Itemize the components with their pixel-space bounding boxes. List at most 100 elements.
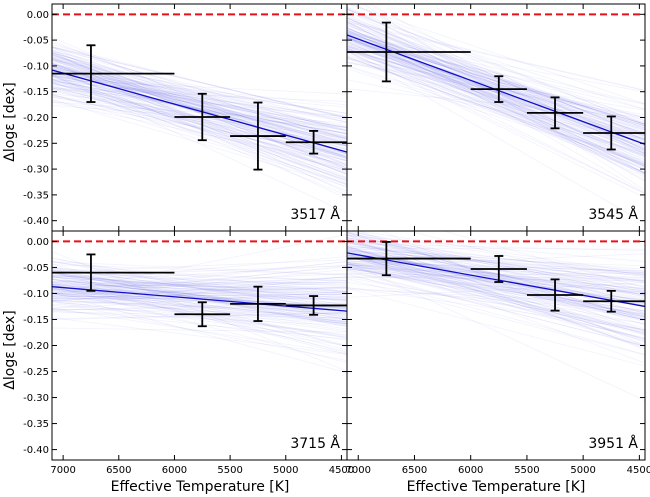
mc-fit-line — [52, 295, 347, 305]
mc-fit-line — [347, 31, 645, 139]
mc-fit-line — [347, 35, 645, 147]
mc-fit-line — [347, 287, 645, 331]
mc-fit-line — [52, 282, 347, 287]
mc-fit-line — [52, 81, 347, 185]
mc-fit-line — [52, 64, 347, 141]
mc-fit-line — [347, 50, 645, 126]
mc-fit-line — [52, 78, 347, 169]
mc-fit-line — [52, 284, 347, 289]
mc-fit-line — [347, 232, 645, 296]
data-point-4 — [285, 130, 347, 155]
mc-fit-line — [52, 327, 347, 333]
mc-fit-line — [347, 260, 645, 272]
best-fit-line — [52, 286, 347, 312]
data-point-2 — [470, 255, 527, 283]
mc-fit-line — [347, 245, 645, 272]
mc-fit-line — [347, 50, 645, 152]
mc-fit-line — [347, 46, 645, 127]
mc-fit-line — [52, 50, 347, 123]
mc-fit-line — [347, 36, 645, 158]
mc-fit-line — [347, 36, 645, 160]
mc-fit-line — [347, 8, 645, 122]
mc-fit-line — [52, 67, 347, 114]
mc-fit-line — [347, 252, 645, 300]
mc-fit-line — [347, 38, 645, 171]
mc-fit-lines — [52, 234, 347, 374]
mc-fit-line — [52, 63, 347, 146]
mc-fit-line — [52, 275, 347, 291]
mc-fit-line — [52, 63, 347, 175]
mc-fit-line — [52, 301, 347, 311]
mc-fit-line — [347, 264, 645, 340]
mc-fit-line — [52, 56, 347, 169]
mc-fit-line — [347, 253, 645, 267]
mc-fit-line — [52, 274, 347, 299]
mc-fit-line — [52, 52, 347, 139]
mc-fit-line — [347, 48, 645, 141]
mc-fit-line — [347, 242, 645, 282]
mc-fit-line — [347, 46, 645, 121]
data-point-1 — [347, 241, 471, 277]
mc-fit-line — [347, 56, 645, 165]
y-tick-label: -0.15 — [23, 87, 49, 98]
x-tick-label: 7000 — [346, 465, 371, 476]
mc-fit-line — [52, 292, 347, 324]
mc-fit-line — [347, 22, 645, 92]
mc-fit-line — [52, 269, 347, 293]
mc-fit-line — [347, 276, 645, 282]
mc-fit-line — [347, 263, 645, 318]
mc-fit-line — [347, 45, 645, 174]
mc-fit-line — [347, 247, 645, 321]
mc-fit-line — [52, 66, 347, 140]
mc-fit-line — [347, 243, 645, 251]
y-tick-label: 0.00 — [27, 10, 49, 21]
mc-fit-line — [347, 263, 645, 331]
mc-fit-line — [52, 258, 347, 306]
mc-fit-line — [347, 6, 645, 155]
mc-fit-line — [52, 58, 347, 200]
mc-fit-line — [52, 309, 347, 340]
mc-fit-line — [52, 251, 347, 372]
mc-fit-line — [347, 258, 645, 290]
mc-fit-line — [347, 34, 645, 152]
mc-fit-line — [52, 69, 347, 188]
best-fit-line — [347, 252, 645, 308]
x-tick-label: 6500 — [402, 465, 427, 476]
mc-fit-line — [52, 47, 347, 155]
y-tick-label: -0.20 — [23, 341, 49, 352]
mc-fit-line — [52, 282, 347, 296]
mc-fit-line — [52, 312, 347, 320]
x-tick-label: 6500 — [106, 465, 131, 476]
data-point-4 — [583, 115, 645, 151]
mc-fit-line — [52, 46, 347, 133]
mc-fit-line — [52, 76, 347, 142]
mc-fit-line — [347, 232, 645, 320]
mc-fit-line — [52, 91, 347, 147]
mc-fit-line — [52, 70, 347, 179]
mc-fit-line — [347, 20, 645, 91]
mc-fit-line — [52, 265, 347, 278]
data-point-3 — [526, 278, 584, 312]
mc-fit-line — [52, 87, 347, 170]
mc-fit-line — [347, 40, 645, 167]
mc-fit-line — [52, 300, 347, 312]
mc-fit-line — [52, 311, 347, 326]
mc-fit-line — [347, 245, 645, 282]
data-point-4 — [583, 289, 645, 313]
mc-fit-line — [347, 7, 645, 175]
data-point-4 — [285, 295, 347, 316]
plot-area — [52, 234, 347, 374]
mc-fit-line — [347, 268, 645, 294]
mc-fit-line — [347, 26, 645, 166]
mc-fit-line — [347, 50, 645, 194]
mc-fit-lines — [347, 4, 645, 224]
mc-fit-line — [347, 252, 645, 322]
mc-fit-line — [52, 101, 347, 165]
x-tick-label: 7000 — [50, 465, 75, 476]
mc-fit-line — [52, 89, 347, 158]
mc-fit-line — [52, 278, 347, 316]
mc-fit-line — [347, 33, 645, 134]
mc-fit-line — [347, 234, 645, 314]
mc-fit-line — [52, 57, 347, 184]
mc-fit-line — [347, 65, 645, 154]
